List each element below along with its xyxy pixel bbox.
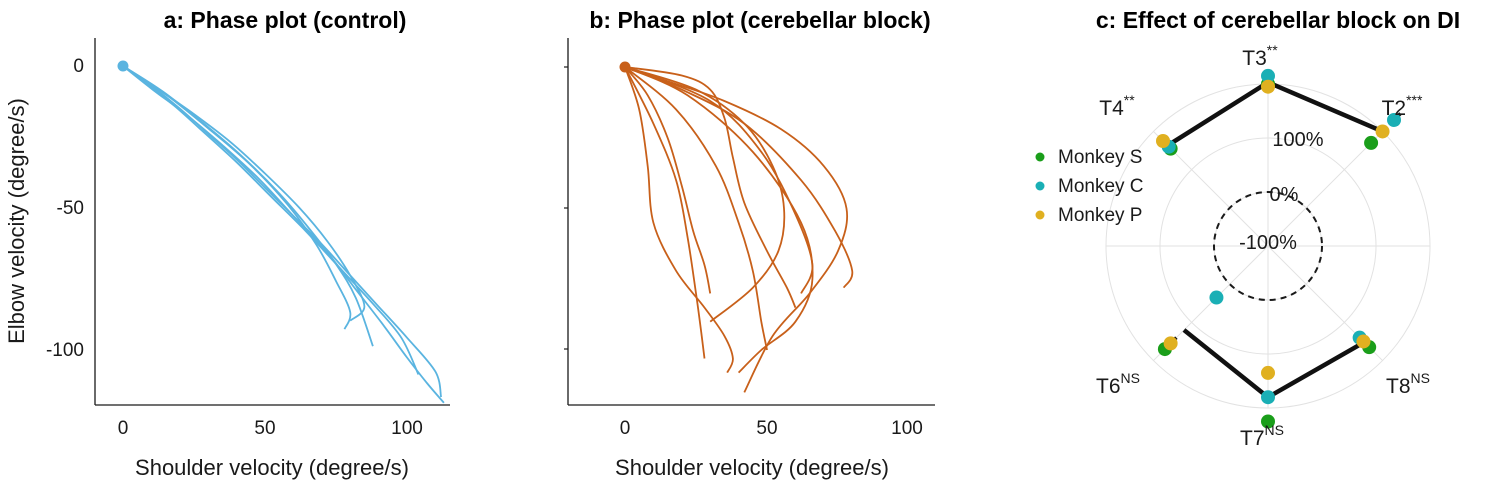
panel-a-ytick: -100 (46, 340, 84, 361)
panel-a-xtick: 100 (391, 418, 423, 439)
panel-a-ytick: 0 (73, 56, 84, 77)
panel-a-start-point (117, 60, 129, 72)
panel-a-xtick: 0 (118, 418, 129, 439)
panel-a-ylabel: Elbow velocity (degree/s) (4, 98, 29, 344)
ring-label-100: 100% (1272, 129, 1323, 151)
panel-a-trajectory (122, 65, 445, 404)
ring-label-neg100: -100% (1239, 232, 1297, 254)
zero-ring (1213, 191, 1323, 301)
panel-a-trajectory (122, 65, 352, 330)
panel-a-curves (117, 60, 445, 404)
direction-label-t6: T6NS (1096, 370, 1140, 398)
direction-label-t3: T3** (1242, 42, 1278, 70)
direction-label-t8: T8NS (1386, 370, 1430, 398)
panel-a: a: Phase plot (control) 0 -50 -100 0 50 … (4, 7, 450, 480)
panel-b-trajectory (624, 66, 734, 374)
panel-b: b: Phase plot (cerebellar block) 0 50 10… (564, 7, 935, 480)
point-monkey-p-t4 (1155, 133, 1170, 148)
panel-b-trajectory (624, 66, 854, 289)
panel-b-xtick: 50 (756, 418, 777, 439)
panel-b-trajectory (624, 66, 814, 374)
panel-b-trajectory (624, 66, 706, 359)
panel-b-trajectory (624, 66, 797, 308)
panel-b-xlabel: Shoulder velocity (degree/s) (615, 455, 889, 480)
point-monkey-p-t2 (1375, 124, 1390, 139)
legend-label: Monkey C (1058, 176, 1144, 197)
legend-label: Monkey S (1058, 147, 1142, 168)
panel-a-ytick: -50 (57, 198, 84, 219)
point-monkey-c-t7 (1261, 390, 1275, 405)
panel-b-start-point (619, 61, 631, 73)
panel-b-trajectory (624, 66, 814, 294)
panel-b-title: b: Phase plot (cerebellar block) (589, 7, 930, 33)
panel-b-trajectory (624, 66, 768, 351)
ring-label-0: 0% (1270, 184, 1299, 206)
panel-a-trajectory (122, 65, 374, 347)
panel-a-xlabel: Shoulder velocity (degree/s) (135, 455, 409, 480)
point-monkey-p-t8 (1356, 334, 1371, 349)
panel-a-title: a: Phase plot (control) (164, 7, 407, 33)
legend-marker (1035, 181, 1045, 191)
panel-a-trajectory (122, 65, 442, 398)
panel-a-trajectory (122, 65, 420, 375)
point-monkey-p-t6 (1163, 336, 1178, 351)
panel-c: c: Effect of cerebellar block on DI 100%… (1035, 7, 1460, 450)
panel-a-trajectory (122, 65, 366, 322)
point-monkey-c-t2 (1387, 112, 1402, 127)
legend: Monkey S Monkey C Monkey P (1035, 147, 1144, 226)
point-monkey-s-t7 (1261, 414, 1275, 429)
direction-label-t7: T7NS (1240, 422, 1284, 450)
direction-labels: T2*** T3** T4** T6NS T7NS T8NS (1096, 42, 1430, 450)
point-monkey-p-t7 (1261, 365, 1275, 380)
point-monkey-s-t2 (1364, 135, 1379, 150)
point-monkey-p-t3 (1261, 79, 1275, 94)
panel-b-trajectory (624, 66, 712, 294)
point-monkey-c-t6 (1209, 290, 1224, 305)
panel-c-title: c: Effect of cerebellar block on DI (1096, 7, 1460, 33)
direction-label-t2: T2*** (1382, 92, 1423, 120)
panel-b-xtick: 100 (891, 418, 923, 439)
legend-marker (1035, 210, 1045, 220)
monkey-points (1155, 68, 1402, 429)
legend-label: Monkey P (1058, 205, 1142, 226)
point-monkey-c-t3 (1261, 68, 1275, 83)
panel-b-curves (619, 61, 854, 393)
direction-label-t4: T4** (1099, 92, 1135, 120)
panel-a-xtick: 50 (254, 418, 275, 439)
legend-marker (1035, 152, 1045, 162)
panel-b-xtick: 0 (620, 418, 631, 439)
mean-polyline (1182, 328, 1366, 400)
grid-spoke (1267, 131, 1383, 247)
